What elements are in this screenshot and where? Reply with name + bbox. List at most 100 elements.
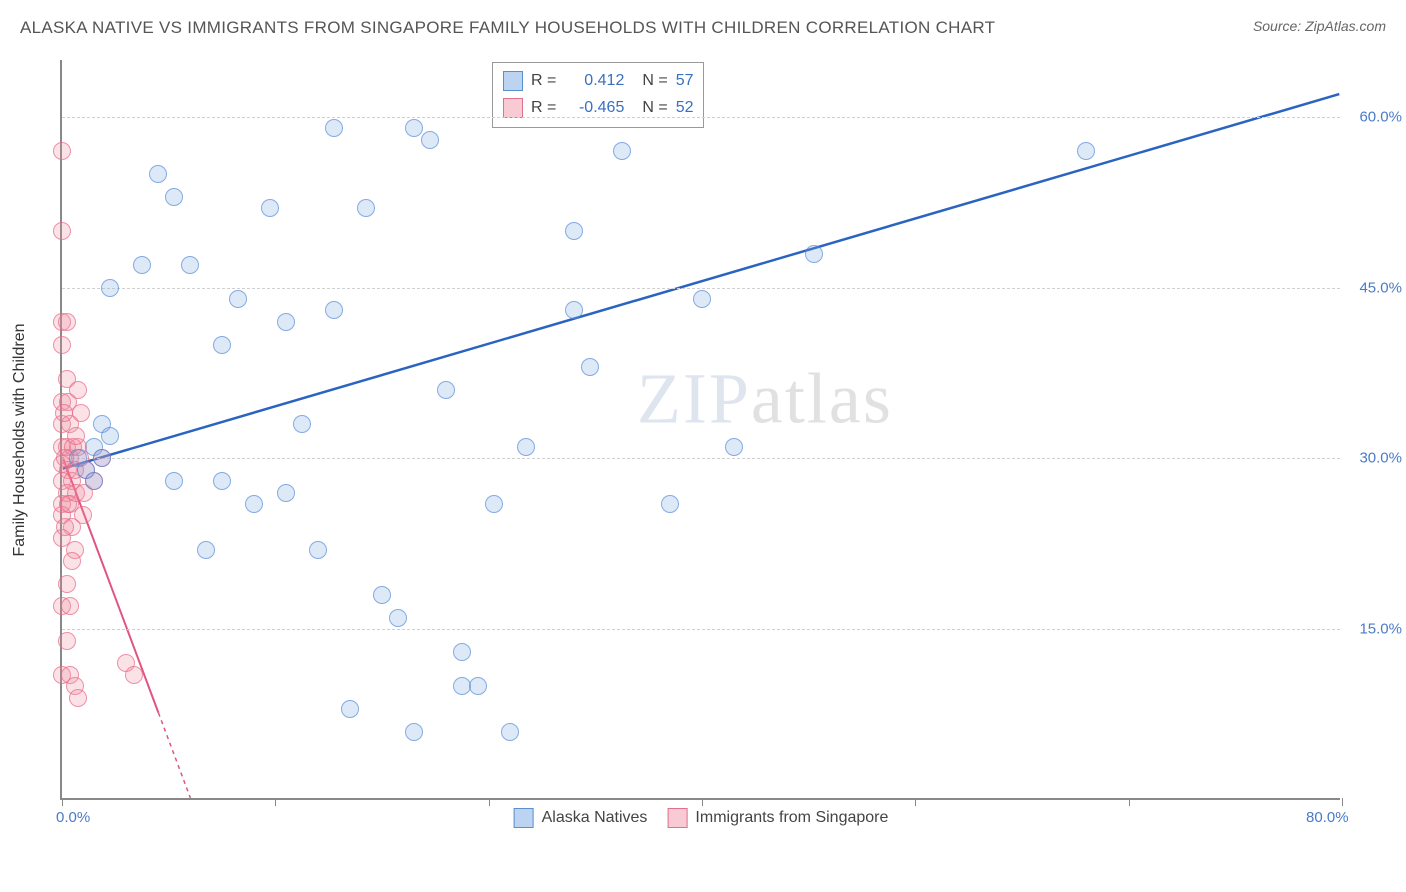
data-point-blue xyxy=(565,222,583,240)
corr-n-label: N = xyxy=(642,67,667,94)
corr-r-label: R = xyxy=(531,67,556,94)
gridline xyxy=(62,288,1340,289)
x-tick xyxy=(1129,798,1130,806)
y-tick-label: 30.0% xyxy=(1359,450,1402,467)
legend-item-pink: Immigrants from Singapore xyxy=(667,808,888,828)
chart-header: ALASKA NATIVE VS IMMIGRANTS FROM SINGAPO… xyxy=(0,0,1406,48)
data-point-blue xyxy=(277,484,295,502)
trend-lines xyxy=(62,60,1340,798)
data-point-pink xyxy=(55,404,73,422)
data-point-blue xyxy=(325,119,343,137)
corr-r-value-blue: 0.412 xyxy=(564,67,624,94)
data-point-blue xyxy=(373,586,391,604)
y-tick-label: 60.0% xyxy=(1359,108,1402,125)
x-tick-label: 0.0% xyxy=(56,809,90,826)
data-point-blue xyxy=(309,541,327,559)
data-point-pink xyxy=(61,597,79,615)
y-axis-label: Family Households with Children xyxy=(11,324,29,557)
data-point-blue xyxy=(389,609,407,627)
corr-row-blue: R = 0.412 N = 57 xyxy=(503,67,693,94)
data-point-blue xyxy=(197,541,215,559)
data-point-pink xyxy=(74,506,92,524)
legend-label-blue: Alaska Natives xyxy=(542,809,648,827)
data-point-blue xyxy=(149,165,167,183)
data-point-pink xyxy=(69,381,87,399)
data-point-blue xyxy=(293,415,311,433)
data-point-pink xyxy=(53,142,71,160)
data-point-pink xyxy=(63,552,81,570)
data-point-pink xyxy=(58,313,76,331)
corr-n-value-blue: 57 xyxy=(676,67,694,94)
data-point-blue xyxy=(405,119,423,137)
data-point-pink xyxy=(69,689,87,707)
data-point-pink xyxy=(53,336,71,354)
watermark-part2: atlas xyxy=(751,359,893,439)
data-point-blue xyxy=(693,290,711,308)
bottom-legend: Alaska Natives Immigrants from Singapore xyxy=(514,808,889,828)
data-point-blue xyxy=(357,199,375,217)
data-point-blue xyxy=(501,723,519,741)
chart-area: Family Households with Children ZIPatlas… xyxy=(50,60,1386,820)
legend-item-blue: Alaska Natives xyxy=(514,808,648,828)
data-point-pink xyxy=(67,427,85,445)
data-point-blue xyxy=(325,301,343,319)
x-tick xyxy=(1342,798,1343,806)
y-tick-label: 15.0% xyxy=(1359,621,1402,638)
data-point-blue xyxy=(101,279,119,297)
data-point-blue xyxy=(165,188,183,206)
x-tick-label: 80.0% xyxy=(1306,809,1349,826)
data-point-blue xyxy=(1077,142,1095,160)
data-point-blue xyxy=(165,472,183,490)
data-point-blue xyxy=(421,131,439,149)
correlation-box: R = 0.412 N = 57 R = -0.465 N = 52 xyxy=(492,62,704,128)
corr-swatch-pink xyxy=(503,98,523,118)
data-point-pink xyxy=(58,632,76,650)
data-point-blue xyxy=(469,677,487,695)
x-tick xyxy=(489,798,490,806)
legend-swatch-blue xyxy=(514,808,534,828)
data-point-blue xyxy=(805,245,823,263)
watermark: ZIPatlas xyxy=(637,358,893,441)
data-point-blue xyxy=(661,495,679,513)
data-point-blue xyxy=(213,472,231,490)
data-point-blue xyxy=(517,438,535,456)
corr-swatch-blue xyxy=(503,71,523,91)
data-point-blue xyxy=(85,472,103,490)
data-point-blue xyxy=(581,358,599,376)
x-tick xyxy=(915,798,916,806)
data-point-blue xyxy=(277,313,295,331)
x-tick xyxy=(62,798,63,806)
watermark-part1: ZIP xyxy=(637,359,751,439)
data-point-blue xyxy=(93,449,111,467)
data-point-pink xyxy=(56,518,74,536)
legend-swatch-pink xyxy=(667,808,687,828)
data-point-blue xyxy=(485,495,503,513)
y-tick-label: 45.0% xyxy=(1359,279,1402,296)
chart-title: ALASKA NATIVE VS IMMIGRANTS FROM SINGAPO… xyxy=(20,18,995,38)
data-point-blue xyxy=(245,495,263,513)
x-tick xyxy=(275,798,276,806)
data-point-blue xyxy=(613,142,631,160)
data-point-blue xyxy=(341,700,359,718)
data-point-pink xyxy=(72,404,90,422)
data-point-blue xyxy=(261,199,279,217)
gridline xyxy=(62,117,1340,118)
x-tick xyxy=(702,798,703,806)
data-point-blue xyxy=(437,381,455,399)
gridline xyxy=(62,629,1340,630)
data-point-blue xyxy=(229,290,247,308)
chart-source: Source: ZipAtlas.com xyxy=(1253,18,1386,34)
data-point-blue xyxy=(565,301,583,319)
data-point-pink xyxy=(125,666,143,684)
data-point-blue xyxy=(405,723,423,741)
data-point-blue xyxy=(725,438,743,456)
data-point-pink xyxy=(53,222,71,240)
legend-label-pink: Immigrants from Singapore xyxy=(695,809,888,827)
data-point-blue xyxy=(213,336,231,354)
data-point-blue xyxy=(181,256,199,274)
data-point-blue xyxy=(101,427,119,445)
gridline xyxy=(62,458,1340,459)
data-point-blue xyxy=(453,643,471,661)
data-point-pink xyxy=(58,575,76,593)
scatter-plot: ZIPatlas R = 0.412 N = 57 R = -0.465 N =… xyxy=(60,60,1340,800)
